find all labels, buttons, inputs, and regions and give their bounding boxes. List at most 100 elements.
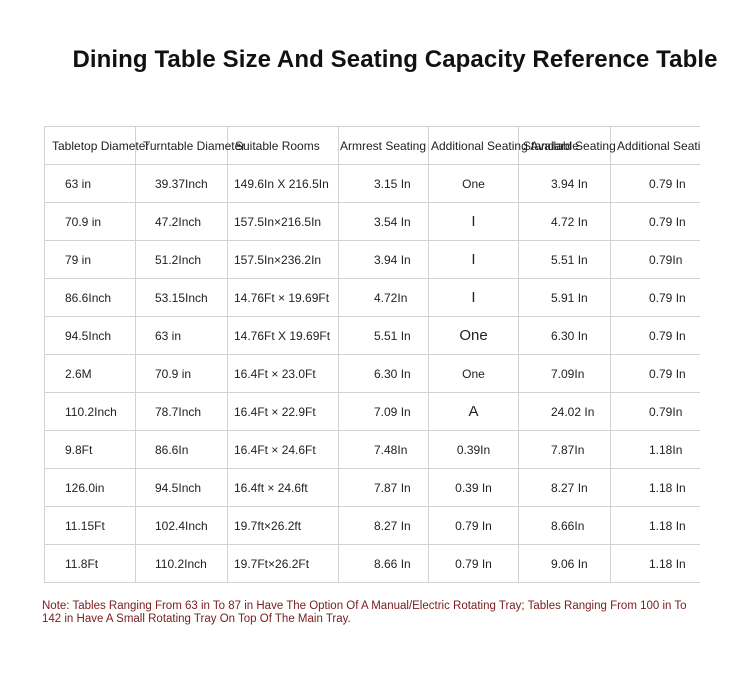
header-suitable-rooms: Suitable Rooms <box>227 126 339 165</box>
cell-suitable-rooms: 16.4Ft × 23.0Ft <box>227 354 339 393</box>
cell-tabletop-diameter: 94.5Inch <box>44 316 136 355</box>
cell-additional-seating-1: One <box>428 316 519 355</box>
cell-standard-seating: 5.91 In <box>518 278 611 317</box>
cell-armrest-seating: 3.54 In <box>338 202 429 241</box>
cell-turntable-diameter: 86.6In <box>135 430 228 469</box>
table-row: 11.15Ft 102.4Inch 19.7ft×26.2ft 8.27 In 0.79… <box>44 506 700 545</box>
cell-tabletop-diameter: 9.8Ft <box>44 430 136 469</box>
table-row: 126.0in 94.5Inch 16.4ft × 24.6ft 7.87 In 0.3… <box>44 468 700 507</box>
header-additional-seating-2: Additional Seating Available <box>610 126 700 165</box>
cell-turntable-diameter: 102.4Inch <box>135 506 228 545</box>
cell-turntable-diameter: 53.15Inch <box>135 278 228 317</box>
cell-turntable-diameter: 63 in <box>135 316 228 355</box>
cell-turntable-diameter: 110.2Inch <box>135 544 228 583</box>
cell-additional-seating-2: 1.18 In <box>610 468 700 507</box>
cell-turntable-diameter: 39.37Inch <box>135 164 228 203</box>
cell-standard-seating: 6.30 In <box>518 316 611 355</box>
cell-additional-seating-1: One <box>428 164 519 203</box>
cell-armrest-seating: 4.72In <box>338 278 429 317</box>
cell-armrest-seating: 5.51 In <box>338 316 429 355</box>
cell-additional-seating-2: 1.18 In <box>610 506 700 545</box>
cell-tabletop-diameter: 11.8Ft <box>44 544 136 583</box>
cell-tabletop-diameter: 70.9 in <box>44 202 136 241</box>
cell-tabletop-diameter: 11.15Ft <box>44 506 136 545</box>
cell-suitable-rooms: 19.7Ft×26.2Ft <box>227 544 339 583</box>
cell-additional-seating-2: 0.79In <box>610 392 700 431</box>
cell-standard-seating: 7.09In <box>518 354 611 393</box>
cell-suitable-rooms: 16.4Ft × 24.6Ft <box>227 430 339 469</box>
cell-armrest-seating: 8.27 In <box>338 506 429 545</box>
reference-table-container: Tabletop Diameter Turntable Diameter Sui… <box>44 126 700 594</box>
cell-tabletop-diameter: 126.0in <box>44 468 136 507</box>
cell-suitable-rooms: 157.5In×216.5In <box>227 202 339 241</box>
table-row: 9.8Ft 86.6In 16.4Ft × 24.6Ft 7.48In 0.39In 7.… <box>44 430 700 469</box>
cell-additional-seating-2: 0.79 In <box>610 202 700 241</box>
cell-standard-seating: 8.27 In <box>518 468 611 507</box>
cell-tabletop-diameter: 110.2Inch <box>44 392 136 431</box>
cell-suitable-rooms: 14.76Ft X 19.69Ft <box>227 316 339 355</box>
cell-turntable-diameter: 78.7Inch <box>135 392 228 431</box>
cell-additional-seating-1: I <box>428 240 519 279</box>
cell-standard-seating: 24.02 In <box>518 392 611 431</box>
header-additional-seating-1: Additional Seating Available <box>428 126 579 165</box>
cell-turntable-diameter: 94.5Inch <box>135 468 228 507</box>
cell-turntable-diameter: 47.2Inch <box>135 202 228 241</box>
cell-additional-seating-1: I <box>428 202 519 241</box>
cell-additional-seating-1: One <box>428 354 519 393</box>
cell-suitable-rooms: 14.76Ft × 19.69Ft <box>227 278 339 317</box>
cell-standard-seating: 7.87In <box>518 430 611 469</box>
table-row: 2.6M 70.9 in 16.4Ft × 23.0Ft 6.30 In One 7.09… <box>44 354 700 393</box>
cell-tabletop-diameter: 2.6M <box>44 354 136 393</box>
header-turntable-diameter: Turntable Diameter <box>135 126 245 165</box>
footnote: Note: Tables Ranging From 63 in To 87 in… <box>42 600 687 625</box>
cell-standard-seating: 3.94 In <box>518 164 611 203</box>
cell-armrest-seating: 3.15 In <box>338 164 429 203</box>
cell-armrest-seating: 7.48In <box>338 430 429 469</box>
table-row: 11.8Ft 110.2Inch 19.7Ft×26.2Ft 8.66 In 0.79 … <box>44 544 700 583</box>
table-row: 94.5Inch 63 in 14.76Ft X 19.69Ft 5.51 In One… <box>44 316 700 355</box>
cell-standard-seating: 4.72 In <box>518 202 611 241</box>
cell-standard-seating: 5.51 In <box>518 240 611 279</box>
cell-additional-seating-1: 0.39In <box>428 430 519 469</box>
cell-suitable-rooms: 149.6In X 216.5In <box>227 164 339 203</box>
table-row: 70.9 in 47.2Inch 157.5In×216.5In 3.54 In I 4.… <box>44 202 700 241</box>
cell-suitable-rooms: 16.4Ft × 22.9Ft <box>227 392 339 431</box>
table-row: 86.6Inch 53.15Inch 14.76Ft × 19.69Ft 4.72In… <box>44 278 700 317</box>
cell-standard-seating: 9.06 In <box>518 544 611 583</box>
cell-standard-seating: 8.66In <box>518 506 611 545</box>
cell-armrest-seating: 7.09 In <box>338 392 429 431</box>
cell-additional-seating-2: 0.79 In <box>610 278 700 317</box>
cell-additional-seating-1: I <box>428 278 519 317</box>
table-row: 63 in 39.37Inch 149.6In X 216.5In 3.15 In On… <box>44 164 700 203</box>
cell-tabletop-diameter: 63 in <box>44 164 136 203</box>
table-header-row: Tabletop Diameter Turntable Diameter Sui… <box>44 126 700 165</box>
cell-additional-seating-2: 0.79 In <box>610 164 700 203</box>
cell-additional-seating-2: 0.79In <box>610 240 700 279</box>
header-armrest-seating: Armrest Seating <box>338 126 429 165</box>
cell-armrest-seating: 3.94 In <box>338 240 429 279</box>
cell-turntable-diameter: 70.9 in <box>135 354 228 393</box>
cell-tabletop-diameter: 79 in <box>44 240 136 279</box>
cell-additional-seating-1: 0.39 In <box>428 468 519 507</box>
table-row: 79 in 51.2Inch 157.5In×236.2In 3.94 In I 5.51… <box>44 240 700 279</box>
table-row: 110.2Inch 78.7Inch 16.4Ft × 22.9Ft 7.09 In A… <box>44 392 700 431</box>
table-body: 63 in 39.37Inch 149.6In X 216.5In 3.15 In On… <box>44 164 700 583</box>
cell-additional-seating-1: A <box>428 392 519 431</box>
header-standard-seating: Standard Seating <box>518 126 616 165</box>
reference-table: Tabletop Diameter Turntable Diameter Sui… <box>44 126 700 583</box>
cell-additional-seating-1: 0.79 In <box>428 506 519 545</box>
cell-suitable-rooms: 157.5In×236.2In <box>227 240 339 279</box>
cell-additional-seating-2: 0.79 In <box>610 316 700 355</box>
cell-additional-seating-2: 0.79 In <box>610 354 700 393</box>
cell-armrest-seating: 8.66 In <box>338 544 429 583</box>
cell-armrest-seating: 6.30 In <box>338 354 429 393</box>
header-tabletop-diameter: Tabletop Diameter <box>44 126 149 165</box>
cell-additional-seating-2: 1.18 In <box>610 544 700 583</box>
cell-armrest-seating: 7.87 In <box>338 468 429 507</box>
cell-suitable-rooms: 16.4ft × 24.6ft <box>227 468 339 507</box>
page-title: Dining Table Size And Seating Capacity R… <box>72 46 718 73</box>
cell-additional-seating-2: 1.18In <box>610 430 700 469</box>
cell-tabletop-diameter: 86.6Inch <box>44 278 136 317</box>
cell-suitable-rooms: 19.7ft×26.2ft <box>227 506 339 545</box>
cell-additional-seating-1: 0.79 In <box>428 544 519 583</box>
